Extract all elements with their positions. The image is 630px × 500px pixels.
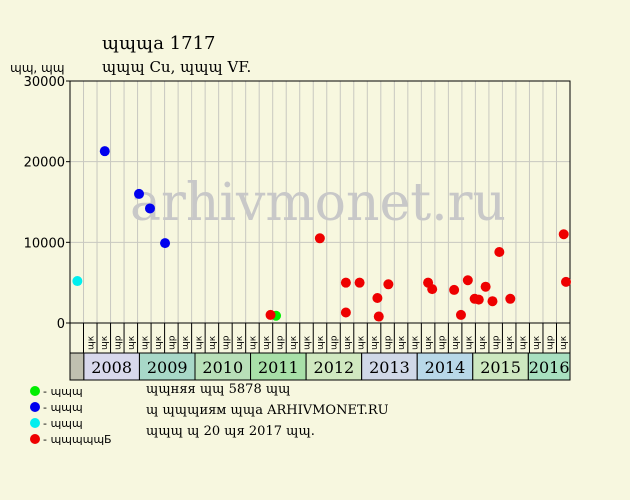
month-label: ɰк [316,335,326,350]
data-point [505,293,516,304]
month-label: ɰр [113,335,123,350]
month-label: ɰк [478,335,488,350]
month-label: ɰр [167,335,177,350]
month-label: ɰк [451,335,461,350]
legend-label: - ɰɰɰ [43,384,83,398]
month-label: ɰк [140,335,150,350]
data-point [314,233,325,244]
data-point [354,277,365,288]
month-label: ɰк [532,335,542,350]
month-label: ɰк [262,335,272,350]
year-cell [69,352,85,381]
month-label: ɰк [424,335,434,350]
year-label: 2013 [369,358,410,377]
legend-label: - ɰɰɰɰɰБ [43,432,112,446]
chart-subtitle: ɰɰɰ Cu, ɰɰɰ VF. [102,58,252,76]
data-point [383,279,394,290]
y-tick-label: 30000 [24,75,65,90]
data-point [449,284,460,295]
year-label: 2009 [147,358,188,377]
legend-marker [30,386,40,396]
month-label: ɰк [397,335,407,350]
data-point [487,296,498,307]
month-label: ɰр [492,335,502,350]
notes: ɰɰняя ɰɰ 5878 ɰɰ ɰ ɰɰɰиям ɰɰа ARHIVMONET… [146,382,389,445]
data-point [340,277,351,288]
data-point [558,229,569,240]
legend-green: - ɰɰɰ [30,383,112,399]
month-label: ɰк [127,335,137,350]
data-point [160,238,171,249]
month-label: ɰк [357,335,367,350]
month-label: ɰк [235,335,245,350]
month-label: ɰк [465,335,475,350]
month-label: ɰр [438,335,448,350]
data-point [480,281,491,292]
month-label: ɰк [208,335,218,350]
data-point [134,188,145,199]
data-point [473,294,484,305]
note-source: ɰ ɰɰɰиям ɰɰа ARHIVMONET.RU [146,403,389,418]
month-label: ɰр [546,335,556,350]
y-axis-label: ɰɰ, ɰɰ [10,61,65,75]
year-label: 2015 [480,358,521,377]
chart-title: ɰɰɰа 1717 [102,33,216,54]
y-tick-label: 0 [57,317,65,332]
month-label: ɰк [154,335,164,350]
data-point [340,307,351,318]
year-cell [527,352,571,381]
month-label: ɰк [100,335,110,350]
watermark: arhivmonet.ru [130,173,506,233]
month-label: ɰр [275,335,285,350]
data-point [462,275,473,286]
month-label: ɰк [302,335,312,350]
legend-marker [30,402,40,412]
month-label: ɰк [519,335,529,350]
month-label: ɰк [181,335,191,350]
data-point [99,146,110,157]
legend-cyan: - ɰɰɰ [30,415,112,431]
legend-red: - ɰɰɰɰɰБ [30,431,112,447]
legend-marker [30,418,40,428]
data-point [144,203,155,214]
legend-marker [30,434,40,444]
legend-label: - ɰɰɰ [43,416,83,430]
data-point [561,276,571,287]
month-label: ɰр [384,335,394,350]
data-point [72,276,83,287]
month-label: ɰк [370,335,380,350]
legend-blue: - ɰɰɰ [30,399,112,415]
month-label: ɰк [411,335,421,350]
month-label: ɰк [559,335,569,350]
year-cell [138,352,196,381]
data-point [373,311,384,322]
data-point [372,292,383,303]
note-date: ɰɰɰ ɰ 20 ɰя 2017 ɰɰ. [146,424,315,439]
year-label: 2010 [202,358,243,377]
year-label: 2008 [91,358,132,377]
year-label: 2011 [258,358,299,377]
y-tick-label: 20000 [24,156,65,171]
year-label: 2014 [425,358,466,377]
month-label: ɰр [330,335,340,350]
data-point [427,284,438,295]
legend: - ɰɰɰ - ɰɰɰ - ɰɰɰ - ɰɰɰɰɰБ [30,383,112,447]
month-label: ɰк [289,335,299,350]
data-point [455,309,466,320]
month-label: ɰк [248,335,258,350]
month-label: ɰр [221,335,231,350]
month-label: ɰк [505,335,515,350]
y-tick-label: 10000 [24,236,65,251]
year-label: 2012 [314,358,355,377]
data-point [265,309,276,320]
note-average-price: ɰɰняя ɰɰ 5878 ɰɰ [146,382,291,397]
month-label: ɰк [343,335,353,350]
data-point [494,247,505,258]
month-label: ɰк [86,335,96,350]
legend-label: - ɰɰɰ [43,400,83,414]
year-label: 2016 [529,358,570,377]
month-label: ɰк [194,335,204,350]
year-cell [305,352,363,381]
